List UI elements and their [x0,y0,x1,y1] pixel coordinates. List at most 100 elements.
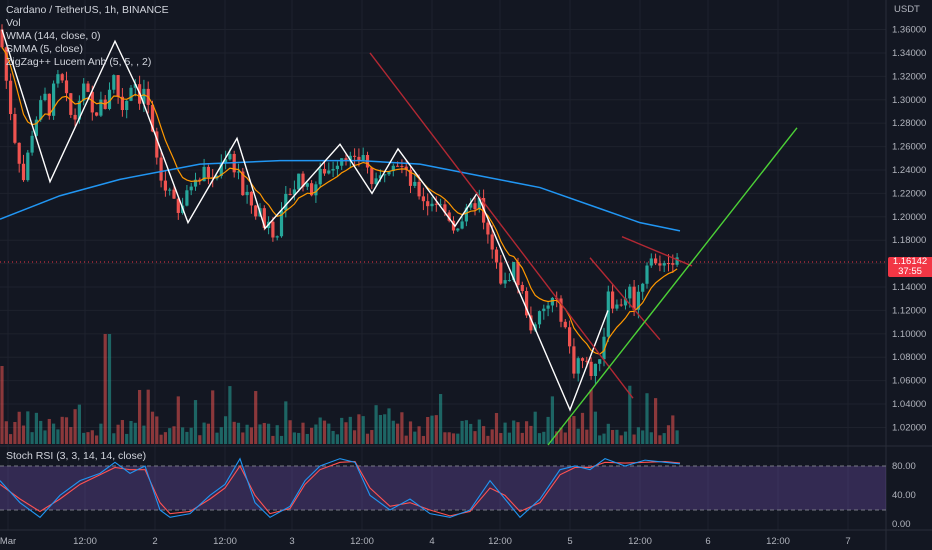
volume-bar [236,422,241,444]
volume-bar [391,420,395,444]
candle-body [107,89,112,109]
volume-bar [43,430,47,444]
volume-bar [512,420,516,444]
volume-bar [477,419,481,444]
volume-bar [297,432,301,444]
candle-body [47,93,51,116]
candle-body [353,155,357,157]
candle-body [537,311,542,325]
candle-body [310,183,314,196]
candle-body [116,75,120,97]
volume-bar [615,429,619,444]
volume-bar [133,422,137,444]
price-axis-unit: USDT [894,4,920,15]
volume-bar [559,427,563,444]
candle-body [64,80,69,94]
price-tick-label: 1.28000 [892,118,926,129]
volume-bar [64,417,69,444]
indicator-wma[interactable]: WMA (144, close, 0) [6,30,101,42]
indicator-smma[interactable]: SMMA (5, close) [6,43,84,55]
candle-body [447,212,451,221]
price-tick-label: 1.30000 [892,95,926,106]
time-tick-label: 12:00 [628,536,652,547]
volume-bar [69,427,73,444]
volume-bar [112,433,116,444]
volume-bar [671,415,675,444]
candle-body [507,280,511,282]
volume-bar [198,435,202,444]
candle-body [297,173,301,190]
volume-bar [82,432,86,444]
volume-bar [473,431,477,444]
volume-bar [533,411,537,444]
symbol-title: Cardano / TetherUS, 1h, BINANCE [6,4,169,16]
candle-body [430,203,434,207]
candle-body [387,171,391,175]
candle-body [125,100,129,111]
volume-bar [172,426,176,444]
volume-bar [421,435,425,444]
time-tick-label: 12:00 [213,536,237,547]
candle-body [404,166,408,170]
volume-bar [464,420,468,444]
volume-bar [219,427,223,444]
candle-body [327,170,331,174]
time-tick-label: 4 [429,536,434,547]
volume-bar [632,434,636,444]
candle-body [559,298,563,322]
volume-bar [168,428,172,444]
candle-body [155,131,159,158]
volume-bar [494,413,499,444]
candle-body [344,158,348,162]
volume-bar [550,396,554,444]
candle-body [469,203,473,208]
candle-body [340,158,344,166]
candle-body [17,142,21,164]
candle-body [598,359,602,364]
volume-bar [568,417,572,444]
stoch-rsi-label[interactable]: Stoch RSI (3, 3, 14, 14, close) [6,450,147,462]
volume-bar [17,411,21,444]
volume-bar [490,429,494,444]
candle-body [426,201,430,207]
volume-bar [387,408,391,444]
candle-body [185,190,189,206]
indicator-zigzag[interactable]: ZigZag++ Lucem Anb (5, 5, , 2) [6,56,152,68]
candle-body [645,265,649,284]
candle-body [615,304,619,309]
candle-body [602,336,606,360]
candle-body [271,221,275,238]
volume-bar [241,432,245,444]
candle-body [52,83,56,116]
candle-body [318,168,322,185]
candle-body [632,286,636,310]
volume-bar [370,430,374,444]
candle-body [675,257,679,265]
volume-bar [580,412,585,444]
volume-bar [26,411,30,444]
candle-body [26,152,30,181]
volume-bar [228,386,232,444]
candle-body [357,156,361,160]
volume-bar [150,411,155,444]
price-tick-label: 1.36000 [892,25,926,36]
volume-bar [400,412,404,444]
volume-bar [86,432,90,444]
rsi-k-line [0,457,681,519]
volume-bar [486,435,490,444]
candle-body [159,157,163,181]
volume-bar [262,422,266,444]
volume-bar [185,431,189,444]
price-tick-label: 1.14000 [892,282,926,293]
time-tick-label: 12:00 [73,536,97,547]
volume-bar [555,431,559,444]
indicator-vol[interactable]: Vol [6,17,21,29]
volume-bar [525,421,529,444]
volume-bar [666,425,671,444]
price-tick-label: 1.08000 [892,352,926,363]
volume-bar [434,415,438,444]
chart-legend: Cardano / TetherUS, 1h, BINANCE Vol WMA … [6,4,169,69]
rsi-level-label: 0.00 [892,519,911,530]
candle-body [95,112,99,116]
